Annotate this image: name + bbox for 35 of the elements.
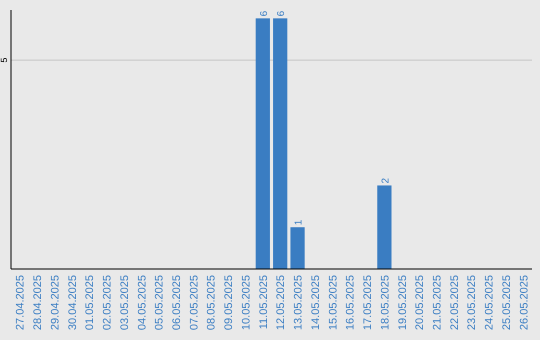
x-tick-label: 27.04.2025 [14,275,27,330]
x-tick-label: 05.05.2025 [154,275,166,330]
x-tick-label: 06.05.2025 [170,275,183,330]
x-tick-label: 24.05.2025 [484,275,496,330]
x-tick-label: 20.05.2025 [414,275,426,330]
x-tick-label: 15.05.2025 [327,275,340,330]
data-label: 6 [258,10,270,16]
data-label: 6 [276,10,288,16]
x-tick-label: 13.05.2025 [292,275,305,330]
x-tick-label: 28.04.2025 [32,275,44,330]
x-tick-label: 30.04.2025 [66,275,79,330]
data-label: 2 [380,177,392,184]
x-tick-label: 12.05.2025 [275,275,288,330]
x-tick-label: 09.05.2025 [223,275,236,330]
y-tick-label: 5 [0,58,9,63]
x-tick-label: 18.05.2025 [379,275,392,330]
x-tick-label: 17.05.2025 [362,275,374,330]
x-tick-label: 16.05.2025 [344,275,357,330]
x-tick-label: 08.05.2025 [206,275,218,330]
x-tick-label: 26.05.2025 [518,275,530,330]
x-tick-label: 21.05.2025 [431,275,444,330]
x-tick-label: 02.05.2025 [102,275,114,330]
x-tick-label: 14.05.2025 [310,275,322,330]
x-tick-label: 19.05.2025 [396,275,409,330]
data-label: 1 [294,219,305,226]
x-tick-label: 25.05.2025 [500,275,513,330]
x-tick-label: 04.05.2025 [136,275,148,330]
x-tick-label: 07.05.2025 [188,275,200,330]
x-tick-label: 23.05.2025 [466,275,478,330]
x-tick-label: 11.05.2025 [258,275,270,330]
x-tick-label: 01.05.2025 [84,275,96,330]
x-tick-label: 22.05.2025 [448,275,461,330]
x-tick-label: 10.05.2025 [240,275,252,330]
x-tick-label: 29.04.2025 [49,275,62,330]
x-tick-label: 03.05.2025 [118,275,131,330]
